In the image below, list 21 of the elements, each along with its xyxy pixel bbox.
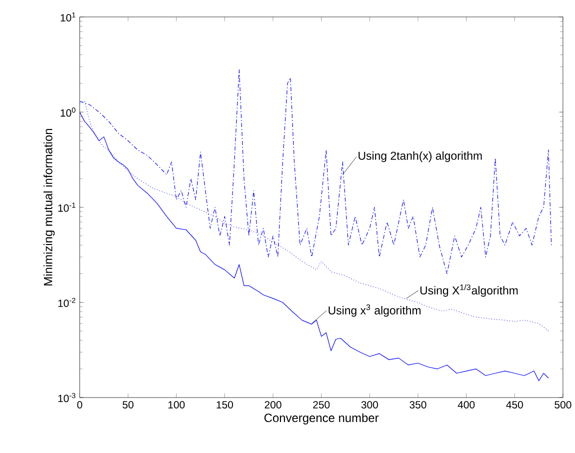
annotation: Using x$^{3}$ algorithm bbox=[328, 304, 421, 317]
x-tick-label: 250 bbox=[313, 400, 330, 408]
y-tick-label: 10$^{-1}$ bbox=[58, 202, 76, 212]
x-tick-label: 100 bbox=[168, 400, 185, 408]
x-tick-label: 150 bbox=[216, 400, 233, 408]
x-tick-label: 0 bbox=[77, 400, 82, 408]
annotation: Using 2tanh(x) algorithm bbox=[358, 151, 482, 162]
x-tick-label: 450 bbox=[506, 400, 523, 408]
y-axis-title: Minimizing mutual information bbox=[44, 128, 55, 286]
y-tick-label: 10$^{-2}$ bbox=[58, 298, 76, 307]
y-tick-label: 10$^{-3}$ bbox=[58, 392, 76, 402]
y-tick-label: 10$^{1}$ bbox=[60, 12, 76, 22]
x-tick-label: 400 bbox=[458, 400, 475, 408]
x-tick-label: 50 bbox=[122, 400, 134, 408]
x-tick-label: 500 bbox=[554, 400, 572, 408]
x-axis-title: Convergence number bbox=[264, 413, 379, 424]
x-tick-label: 300 bbox=[361, 400, 378, 408]
annotation: Using X$^{1/3}$algorithm bbox=[420, 284, 518, 297]
x-tick-label: 350 bbox=[410, 400, 426, 408]
x-tick-label: 200 bbox=[264, 400, 282, 408]
y-tick-label: 10$^{0}$ bbox=[60, 107, 76, 117]
